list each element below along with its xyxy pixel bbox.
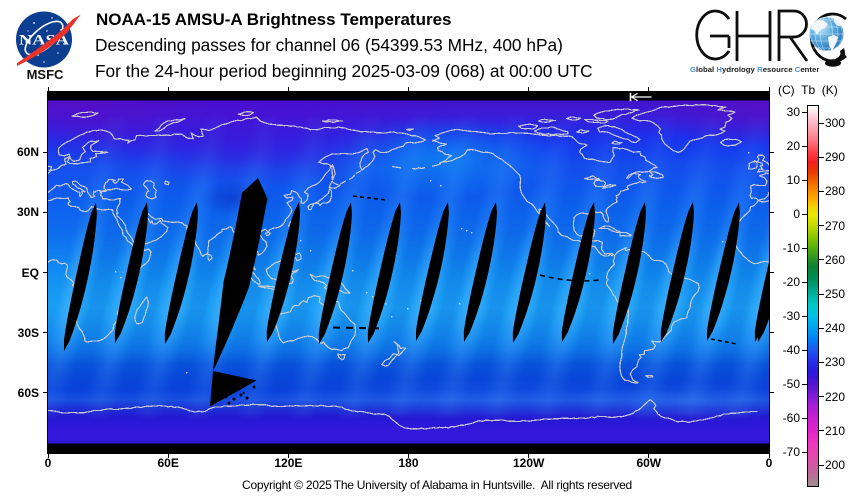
svg-text:Global Hydrology Resource Cent: Global Hydrology Resource Center bbox=[690, 65, 819, 74]
